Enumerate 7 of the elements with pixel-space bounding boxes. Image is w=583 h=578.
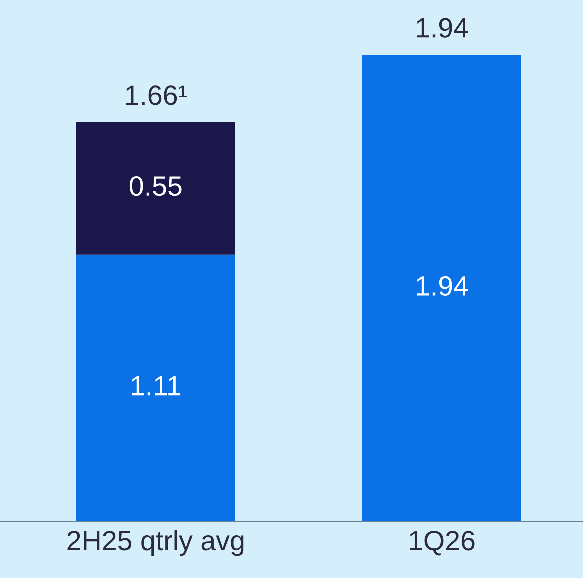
total-label: 1.94 [417, 18, 468, 38]
total-label: 1.66¹ [126, 86, 187, 106]
data-label: 1.94 [417, 276, 468, 296]
data-label: 1.11 [132, 376, 181, 396]
data-label: 0.55 [130, 176, 182, 196]
x-tick-label: 2H25 qtrly avg [68, 530, 244, 556]
x-tick-label: 1Q26 [410, 531, 475, 556]
